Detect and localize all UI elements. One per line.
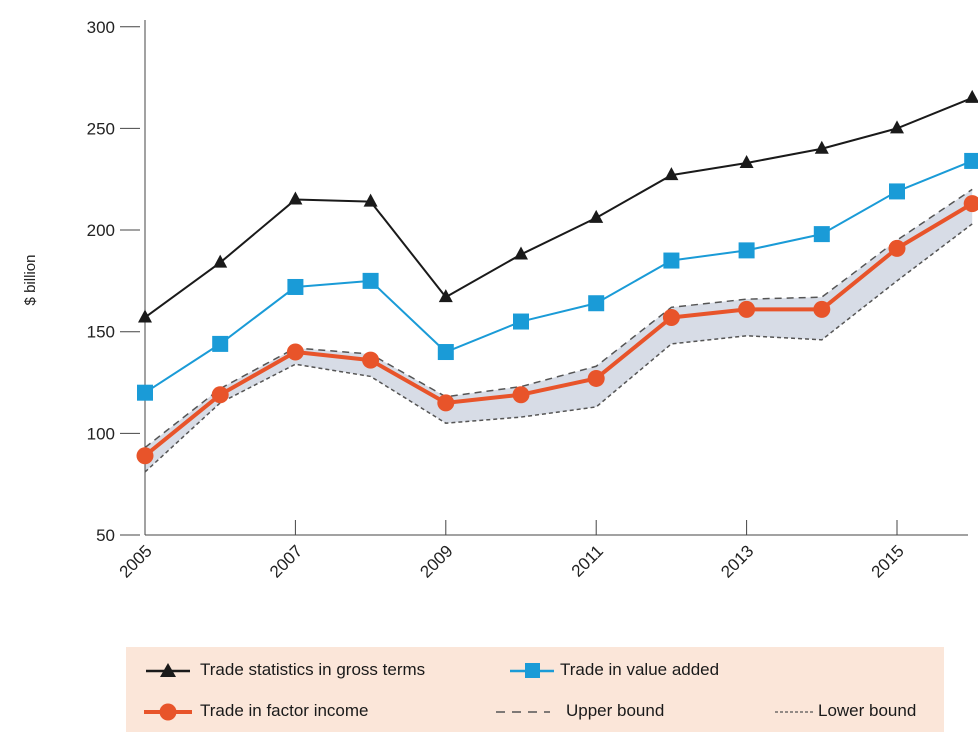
circle-point <box>813 300 831 318</box>
triangle-point <box>288 191 303 205</box>
circle-point <box>587 369 605 387</box>
square-point <box>513 313 529 330</box>
circle-point <box>662 308 680 326</box>
triangle-point <box>814 140 829 154</box>
series-markers <box>136 89 978 465</box>
circle-point <box>437 394 455 412</box>
square-point <box>663 252 680 269</box>
square-point <box>813 226 830 243</box>
bound-band <box>145 189 973 472</box>
circle-point <box>362 351 380 369</box>
circle-point <box>738 300 756 318</box>
x-tick-label: 2009 <box>416 541 456 581</box>
square-point <box>137 384 153 401</box>
legend: Trade statistics in gross terms Trade in… <box>126 647 944 732</box>
triangle-marker-icon <box>146 663 190 677</box>
y-tick-label: 200 <box>87 221 115 240</box>
x-tick-label: 2005 <box>116 541 156 581</box>
circle-marker-icon <box>144 703 192 721</box>
square-point <box>362 272 379 289</box>
series-lines <box>143 96 974 473</box>
circle-point <box>888 239 906 257</box>
circle-point <box>136 447 154 465</box>
x-tick-label: 2015 <box>868 541 908 581</box>
y-tick-label: 150 <box>87 323 115 342</box>
x-tick-label: 2013 <box>717 541 757 581</box>
trade-statistics-in-gross-terms-line <box>144 96 973 319</box>
triangle-point <box>965 89 978 103</box>
legend-label-factor-income: Trade in factor income <box>200 701 369 720</box>
legend-label-value-added: Trade in value added <box>560 660 720 679</box>
triangle-point <box>514 246 528 260</box>
trade-in-value-added-line <box>144 160 973 394</box>
square-point <box>212 335 229 352</box>
legend-label-lower-bound: Lower bound <box>818 701 917 720</box>
triangle-point <box>138 309 152 323</box>
circle-point <box>963 195 978 213</box>
trade-in-factor-income-line <box>143 201 974 458</box>
square-point <box>437 344 454 361</box>
square-point <box>738 242 755 259</box>
triangle-point <box>890 120 904 134</box>
circle-point <box>286 343 304 361</box>
dotted-line-icon <box>775 711 813 713</box>
square-point <box>964 152 978 169</box>
bound-band-layer <box>145 189 973 472</box>
y-tick-label: 250 <box>87 119 115 138</box>
y-tick-label: 50 <box>96 526 115 545</box>
triangle-point <box>589 209 604 223</box>
dashed-line-icon <box>496 711 550 713</box>
legend-label-gross: Trade statistics in gross terms <box>200 660 426 679</box>
square-point <box>889 183 905 200</box>
upper-bound-line <box>144 188 973 449</box>
line-chart: 50 100 150 200 250 300 2005 2007 2009 2011 2013 201… <box>22 18 978 582</box>
x-tick-label: 2007 <box>266 541 306 581</box>
lower-bound-line <box>144 223 973 473</box>
square-marker-icon <box>510 663 554 678</box>
triangle-point <box>363 193 378 207</box>
square-point <box>588 295 605 312</box>
square-point <box>287 278 304 295</box>
y-axis-label: $ billion <box>22 255 39 306</box>
axes <box>144 20 968 536</box>
triangle-point <box>739 154 754 168</box>
triangle-point <box>438 289 453 303</box>
x-tick-label: 2011 <box>568 541 607 580</box>
legend-label-upper-bound: Upper bound <box>566 701 665 720</box>
circle-point <box>211 386 229 404</box>
y-tick-label: 300 <box>87 18 115 37</box>
triangle-point <box>664 167 679 181</box>
circle-point <box>512 386 530 404</box>
triangle-point <box>213 254 228 268</box>
y-tick-label: 100 <box>87 424 115 443</box>
